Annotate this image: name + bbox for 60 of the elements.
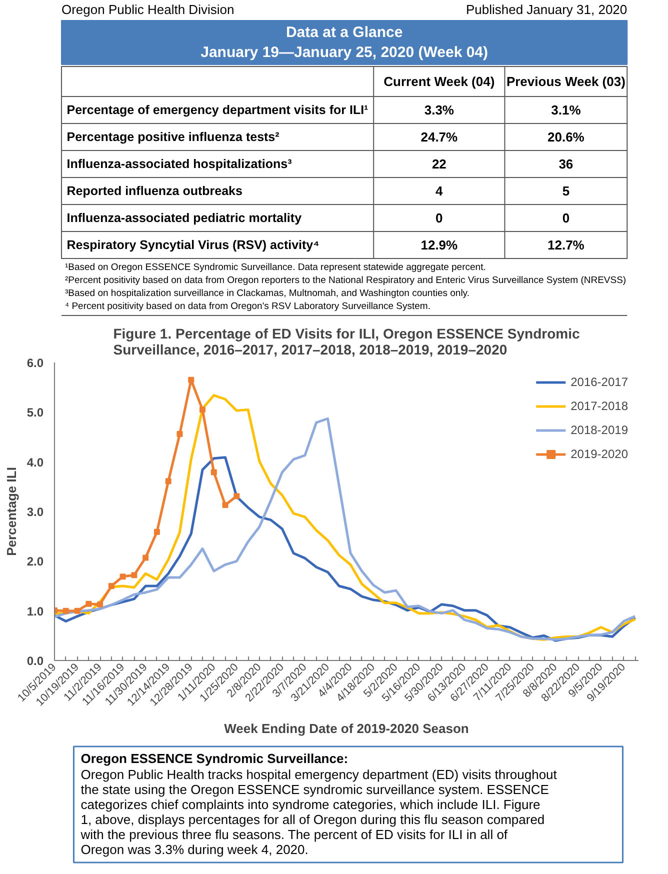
text: 5 — [562, 184, 570, 198]
point — [188, 376, 194, 383]
point — [131, 572, 138, 578]
text: January 19—January 25, 2020 (Week 04) — [200, 44, 488, 61]
y-tick-label: 2.0 — [26, 554, 44, 569]
text: Oregon Public Health tracks hospital emergency department (ED) visits throughout the state using the Oregon ESSENCE syndromic surveillance system. ESSENCE categorizes chief complaints into syndrome categories, which include ILI. Figure 1, above, displays percentages for all of Oregon during this flu season compared with the previous three flu seasons. The percent of ED visits for ILI in all of Oregon was 3.3% during week 4, 2020. — [80, 767, 558, 857]
text: 20.6% — [548, 130, 584, 144]
text: Oregon ESSENCE Syndromic Surveillance: — [80, 751, 348, 766]
text: 36 — [558, 156, 574, 172]
point — [108, 583, 114, 589]
text: ²Percent positivity based on data from Oregon reporters to the National Respiratory and Enteric Virus Surveillance System (NREVSS) — [64, 275, 626, 286]
point — [62, 608, 69, 614]
legend-label: 2017-2018 — [570, 399, 628, 413]
text: Data at a Glance — [286, 24, 403, 41]
text: Oregon Public Health Division — [61, 2, 234, 17]
point — [154, 528, 160, 535]
y-tick-label: 1.0 — [26, 604, 44, 618]
category-label: Percentage positive influenza tests² — [66, 130, 280, 144]
legend-label: 2016-2017 — [570, 375, 628, 389]
point — [142, 554, 149, 561]
text: ¹Based on Oregon ESSENCE Syndromic Surveillance. Data represent statewide aggregate percent. — [64, 262, 486, 273]
text: Published January 31, 2020 — [466, 2, 628, 17]
point — [165, 478, 172, 484]
point — [120, 574, 126, 580]
text: 22 — [432, 156, 446, 172]
y-axis-title: Percentage ILI — [4, 467, 19, 556]
y-tick-label: 6.0 — [26, 356, 44, 370]
text: 4 — [436, 184, 443, 198]
point — [222, 502, 228, 508]
y-tick-label: 3.0 — [26, 505, 44, 519]
point — [86, 600, 92, 607]
legend-label: 2018-2019 — [570, 423, 628, 437]
y-tick-label: 0.0 — [26, 654, 44, 668]
y-tick-label: 5.0 — [26, 406, 44, 420]
point — [176, 431, 183, 438]
text: 24.7% — [420, 130, 458, 144]
point — [97, 601, 104, 608]
x-axis-title: Week Ending Date of 2019-2020 Season — [224, 720, 469, 736]
category-label: Influenza-associated hospitalizations³ — [66, 157, 292, 171]
text: 12.9% — [420, 238, 458, 252]
point — [74, 608, 80, 614]
category-label: Reported influenza outbreaks — [66, 184, 242, 198]
category-label: Percentage of emergency department visits for ILI¹ — [66, 103, 368, 117]
point — [234, 493, 240, 500]
text: ⁴ Percent positivity based on data from Oregon's RSV Laboratory Surveillance System. — [64, 301, 430, 312]
text: 3.3% — [424, 102, 454, 118]
text: 12.7% — [548, 238, 584, 252]
category-label: Influenza-associated pediatric mortality — [66, 211, 302, 225]
category-label: Previous Week (03) — [506, 74, 626, 89]
text: ³Based on hospitalization surveillance in Clackamas, Multnomah, and Washington counties only. — [64, 288, 470, 299]
category-label: Current Week (04) — [384, 74, 495, 89]
category-label: Respiratory Syncytial Virus (RSV) activity⁴ — [66, 238, 320, 252]
y-tick-label: 4.0 — [26, 455, 44, 470]
chart-title: Figure 1. Percentage of ED Visits for ILI, Oregon ESSENCE Syndromic Surveillance, 2016–2017, 2017–2018, 2018–2019, 2019–2020 — [113, 326, 580, 358]
point — [199, 406, 206, 413]
legend-label: 2019-2020 — [570, 447, 628, 461]
text: 0 — [562, 210, 570, 226]
text: 3.1% — [551, 102, 581, 118]
point — [210, 469, 217, 476]
text: 0 — [436, 210, 443, 226]
